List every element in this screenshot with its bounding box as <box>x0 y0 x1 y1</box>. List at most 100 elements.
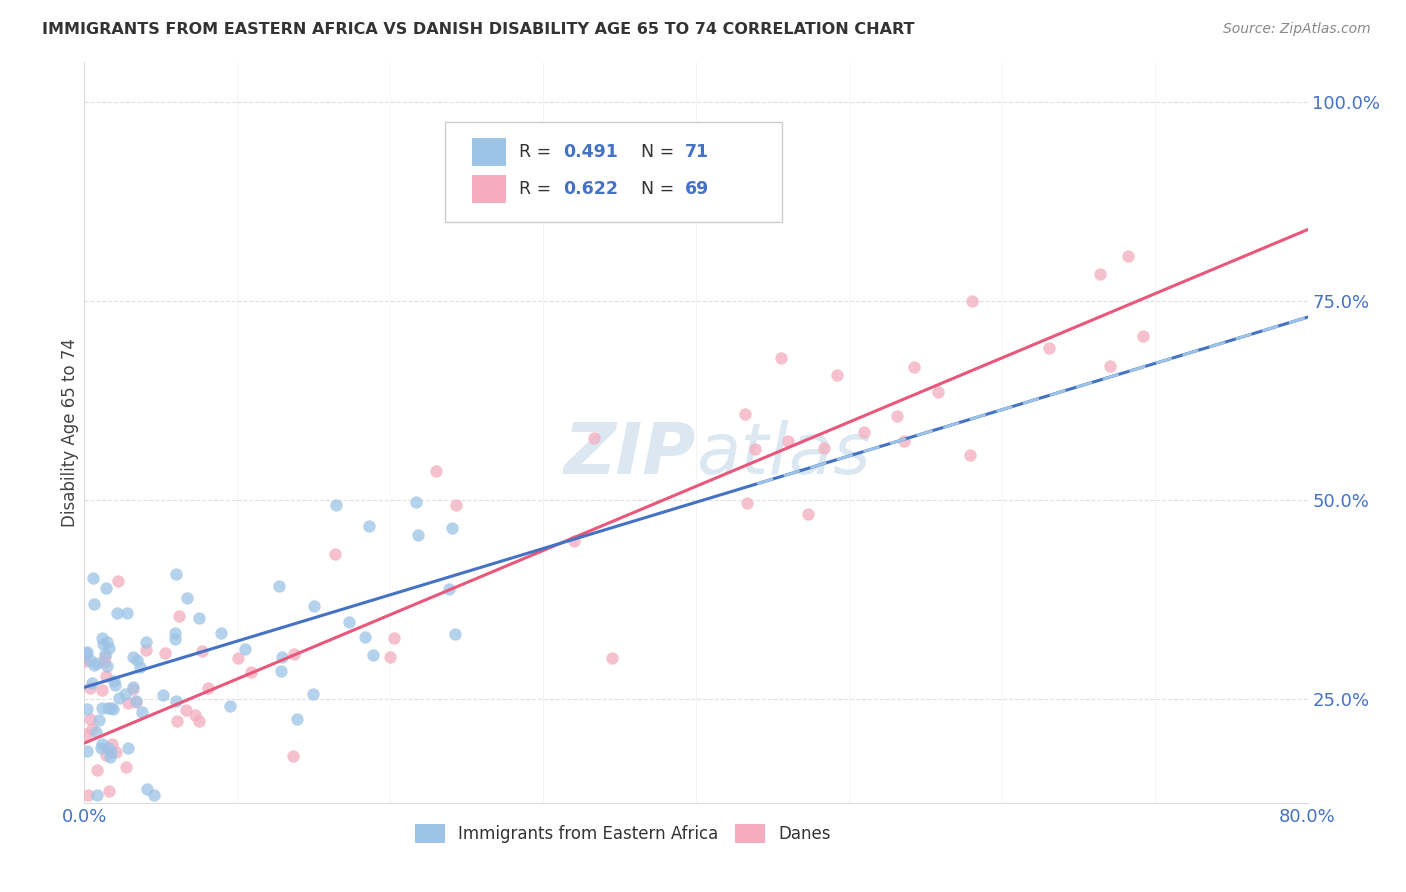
Y-axis label: Disability Age 65 to 74: Disability Age 65 to 74 <box>62 338 80 527</box>
Point <box>270 664 292 678</box>
Point <box>97 701 120 715</box>
Point <box>176 591 198 606</box>
Point <box>114 687 136 701</box>
Point <box>325 498 347 512</box>
Point <box>94 649 117 664</box>
Point <box>441 521 464 535</box>
Text: N =: N = <box>641 143 679 161</box>
Point <box>79 713 101 727</box>
Point <box>89 812 111 826</box>
Point <box>853 425 876 439</box>
Point <box>184 708 207 723</box>
Point <box>121 681 143 696</box>
Point <box>302 687 325 701</box>
Point <box>107 574 129 588</box>
Point <box>83 812 105 826</box>
Point <box>1098 359 1121 373</box>
Text: 71: 71 <box>685 143 709 161</box>
Point <box>108 690 131 705</box>
Point <box>600 650 623 665</box>
Point <box>142 788 165 802</box>
FancyBboxPatch shape <box>446 121 782 221</box>
Point <box>105 606 128 620</box>
Point <box>893 434 915 449</box>
Point <box>135 782 157 797</box>
Point <box>166 714 188 728</box>
Point <box>353 630 375 644</box>
Point <box>103 673 125 688</box>
Point <box>583 431 606 445</box>
Point <box>75 646 97 660</box>
Text: R =: R = <box>519 143 557 161</box>
Point <box>363 648 385 662</box>
Point <box>124 695 146 709</box>
Point <box>233 641 256 656</box>
Point <box>91 701 114 715</box>
Point <box>75 654 97 668</box>
Point <box>357 518 380 533</box>
Point <box>98 641 121 656</box>
Point <box>240 665 263 679</box>
Point <box>188 610 211 624</box>
Point <box>87 812 110 826</box>
Point <box>82 571 104 585</box>
Point <box>89 811 111 825</box>
Point <box>267 579 290 593</box>
Point <box>886 409 908 423</box>
Point <box>1090 267 1112 281</box>
Point <box>96 748 118 763</box>
Point <box>437 582 460 596</box>
Point <box>131 706 153 720</box>
Point <box>271 650 294 665</box>
Point <box>79 681 101 696</box>
Text: atlas: atlas <box>696 420 870 490</box>
Point <box>82 722 104 736</box>
Point <box>115 760 138 774</box>
Point <box>86 763 108 777</box>
Point <box>86 788 108 802</box>
Point <box>135 643 157 657</box>
Point <box>91 637 114 651</box>
Point <box>152 688 174 702</box>
Point <box>117 740 139 755</box>
Point <box>188 714 211 728</box>
Point <box>86 656 108 670</box>
Point <box>90 683 112 698</box>
Point <box>1116 249 1139 263</box>
Text: 0.491: 0.491 <box>562 143 617 161</box>
Point <box>190 644 212 658</box>
Point <box>209 625 232 640</box>
Point <box>125 693 148 707</box>
Point <box>94 669 117 683</box>
Point <box>776 434 799 448</box>
Point <box>96 581 118 595</box>
Point <box>83 812 105 826</box>
Point <box>80 676 103 690</box>
Point <box>323 547 346 561</box>
Point <box>153 646 176 660</box>
Point <box>903 359 925 374</box>
Point <box>76 701 98 715</box>
Point <box>91 631 114 645</box>
Point <box>382 631 405 645</box>
Text: Source: ZipAtlas.com: Source: ZipAtlas.com <box>1223 22 1371 37</box>
Point <box>129 660 152 674</box>
Point <box>108 812 131 826</box>
Point <box>163 632 186 646</box>
Point <box>87 714 110 728</box>
Point <box>84 812 107 826</box>
Point <box>927 385 949 400</box>
Point <box>135 635 157 649</box>
Point <box>127 653 149 667</box>
Bar <box>472 175 506 203</box>
Point <box>219 699 242 714</box>
Text: 69: 69 <box>685 180 709 198</box>
Text: IMMIGRANTS FROM EASTERN AFRICA VS DANISH DISABILITY AGE 65 TO 74 CORRELATION CHA: IMMIGRANTS FROM EASTERN AFRICA VS DANISH… <box>42 22 915 37</box>
Point <box>165 567 187 582</box>
Point <box>96 659 118 673</box>
Point <box>1038 341 1060 355</box>
Text: N =: N = <box>641 180 679 198</box>
Point <box>93 655 115 669</box>
Point <box>101 737 124 751</box>
Point <box>405 495 427 509</box>
